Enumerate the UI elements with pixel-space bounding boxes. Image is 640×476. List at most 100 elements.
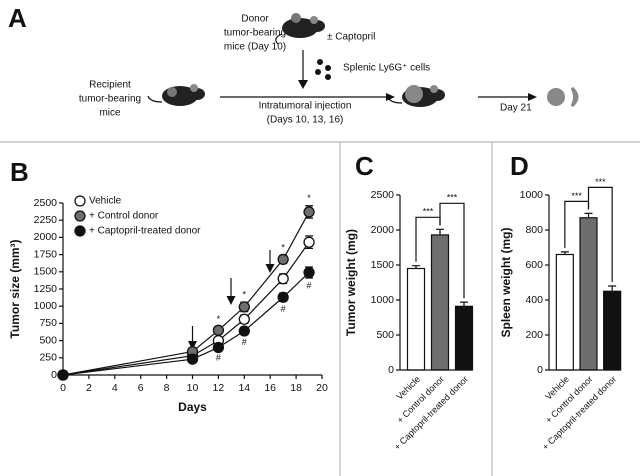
x-tick-label: 20 bbox=[316, 382, 328, 394]
point-label: * bbox=[243, 289, 247, 299]
data-point bbox=[212, 341, 225, 354]
y-tick-label: 2000 bbox=[371, 224, 395, 236]
cell-icon bbox=[315, 69, 321, 75]
legend-marker bbox=[74, 195, 86, 207]
y-tick-label: 1000 bbox=[520, 189, 544, 201]
tumor-icon bbox=[547, 88, 565, 106]
series-line bbox=[62, 211, 310, 376]
significance-label: *** bbox=[571, 191, 582, 201]
y-tick-label: 1000 bbox=[371, 294, 395, 306]
data-point bbox=[277, 273, 289, 285]
arrow bbox=[386, 93, 395, 101]
mouse-icon bbox=[275, 13, 325, 45]
x-tick-label: 4 bbox=[112, 382, 118, 394]
data-point bbox=[238, 325, 250, 337]
y-tick-label: 1500 bbox=[34, 266, 58, 278]
series-line bbox=[62, 241, 310, 376]
y-tick-label: 1250 bbox=[34, 283, 58, 295]
diagram: Donor tumor-bearing mice (Day 10) ± Capt… bbox=[79, 13, 579, 126]
diagram-text: mice (Day 10) bbox=[224, 42, 286, 53]
significance-bracket bbox=[587, 186, 613, 282]
panel-label: C bbox=[355, 151, 374, 181]
y-tick-label: 200 bbox=[525, 329, 543, 341]
cell-icon bbox=[325, 74, 331, 80]
y-tick-label: 2250 bbox=[34, 214, 58, 226]
x-tick-label: 6 bbox=[138, 382, 144, 394]
y-tick-label: 2500 bbox=[371, 189, 395, 201]
arrow bbox=[528, 93, 537, 101]
significance-bracket bbox=[439, 202, 465, 299]
y-tick-label: 1750 bbox=[34, 248, 58, 260]
diagram-text: mice bbox=[99, 108, 121, 119]
data-point bbox=[277, 253, 289, 266]
x-tick-label: 16 bbox=[264, 382, 276, 394]
y-tick-label: 500 bbox=[376, 329, 394, 341]
error-bar bbox=[436, 228, 444, 235]
mouse-icon bbox=[387, 85, 445, 107]
legend-label: Vehicle bbox=[89, 196, 122, 207]
diagram-text: tumor-bearing bbox=[79, 94, 141, 105]
diagram-text: (Days 10, 13, 16) bbox=[267, 115, 344, 126]
y-tick-label: 750 bbox=[39, 317, 57, 329]
diagram-text: Intratumoral injection bbox=[259, 101, 352, 112]
x-tick-label: 18 bbox=[290, 382, 302, 394]
x-tick-label: 8 bbox=[164, 382, 170, 394]
point-label: * bbox=[307, 193, 311, 203]
bar bbox=[603, 290, 622, 371]
diagram-text: Recipient bbox=[89, 80, 131, 91]
y-axis-label: Tumor weight (mg) bbox=[344, 229, 358, 336]
injection-arrows bbox=[188, 250, 275, 350]
legend-marker bbox=[74, 210, 86, 222]
cell-icon bbox=[325, 65, 331, 71]
y-tick-label: 2000 bbox=[34, 231, 58, 243]
diagram-text: Splenic Ly6G⁺ cells bbox=[343, 63, 430, 74]
y-tick-label: 1500 bbox=[371, 259, 395, 271]
x-axis-label: Days bbox=[178, 400, 207, 414]
diagram-text: Donor bbox=[241, 14, 269, 25]
y-axis-label: Spleen weight (mg) bbox=[499, 227, 513, 337]
bar bbox=[406, 267, 426, 371]
bar bbox=[430, 234, 450, 371]
series-line bbox=[62, 272, 310, 376]
mouse-icon bbox=[147, 84, 205, 106]
spleen-icon bbox=[570, 86, 579, 108]
y-tick-label: 0 bbox=[388, 364, 394, 376]
point-label: # bbox=[307, 280, 312, 290]
point-label: # bbox=[216, 353, 221, 363]
y-tick-label: 500 bbox=[39, 334, 57, 346]
x-tick-label: 10 bbox=[187, 382, 199, 394]
data-point bbox=[277, 291, 289, 303]
bar bbox=[454, 305, 474, 371]
legend-label: + Control donor bbox=[89, 211, 159, 222]
legend-label: + Captopril-treated donor bbox=[89, 226, 201, 237]
point-label: # bbox=[242, 337, 247, 347]
y-axis-label: Tumor size (mm³) bbox=[8, 239, 22, 338]
x-tick-label: 2 bbox=[86, 382, 92, 394]
data-point bbox=[186, 353, 199, 365]
y-tick-label: 2500 bbox=[34, 197, 58, 209]
panel-label: B bbox=[10, 157, 29, 187]
error-bar bbox=[460, 301, 468, 307]
panel-label: A bbox=[8, 3, 27, 33]
error-bar bbox=[608, 285, 617, 292]
diagram-text: tumor-bearing bbox=[224, 28, 286, 39]
y-tick-label: 1000 bbox=[34, 300, 58, 312]
data-point bbox=[303, 236, 315, 248]
point-label: # bbox=[281, 304, 286, 314]
point-label: * bbox=[217, 314, 221, 324]
data-point bbox=[303, 206, 315, 218]
bar bbox=[579, 217, 598, 371]
y-tick-label: 0 bbox=[51, 369, 57, 381]
data-point bbox=[212, 324, 225, 336]
bar bbox=[555, 253, 574, 371]
y-tick-label: 400 bbox=[525, 294, 543, 306]
x-tick-label: 0 bbox=[60, 382, 66, 394]
legend-marker bbox=[74, 225, 86, 237]
data-point bbox=[57, 369, 69, 381]
significance-label: *** bbox=[447, 193, 458, 203]
data-point bbox=[238, 301, 250, 313]
y-tick-label: 800 bbox=[525, 224, 543, 236]
y-tick-label: 600 bbox=[525, 259, 543, 271]
arrow bbox=[298, 80, 308, 89]
